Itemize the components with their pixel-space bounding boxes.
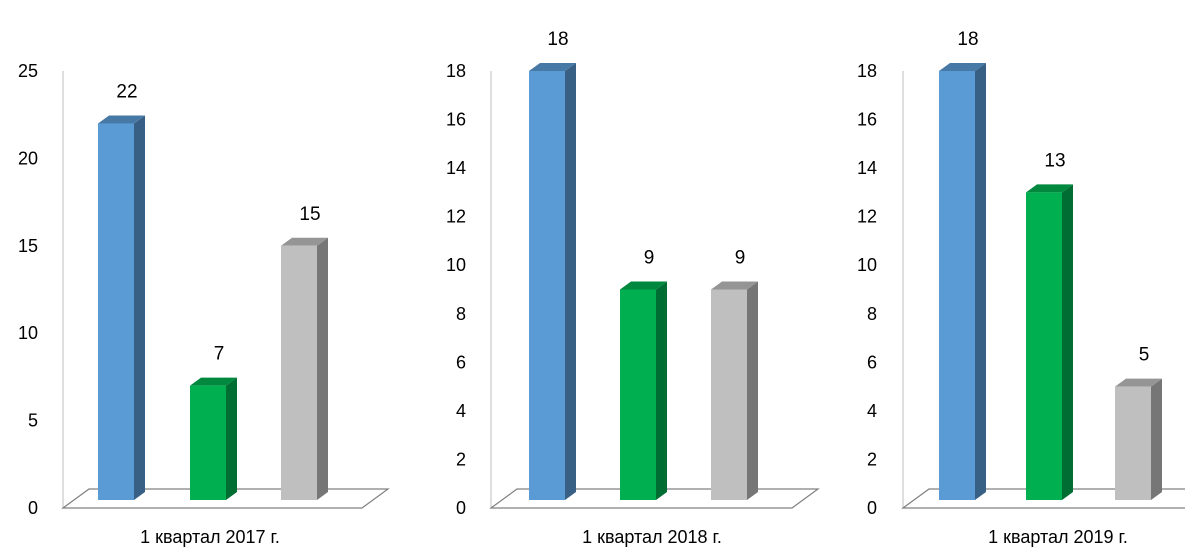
bar-side — [226, 377, 237, 500]
bar-side — [317, 237, 328, 501]
chart-panel: 0 2 4 6 8 10 12 14 16 18 18 13 5 1 квартал 2019 г. — [857, 29, 1185, 547]
chart-floor — [489, 488, 820, 509]
bar — [98, 115, 145, 500]
y-tick-label: 14 — [857, 158, 877, 178]
bar-top — [711, 281, 758, 290]
bar-front — [1026, 192, 1062, 500]
y-tick-label: 18 — [857, 61, 877, 81]
y-tick-label: 16 — [857, 110, 877, 130]
x-category-label: 1 квартал 2017 г. — [140, 527, 280, 547]
data-label: 18 — [957, 29, 978, 50]
bar-front — [711, 289, 747, 500]
y-tick-label: 2 — [456, 449, 466, 469]
data-label: 22 — [116, 81, 137, 102]
y-tick-label: 6 — [867, 352, 877, 372]
y-tick-label: 0 — [456, 498, 466, 518]
y-tick-label: 0 — [867, 498, 877, 518]
bar-side — [565, 63, 576, 500]
chart-floor — [901, 488, 1185, 509]
y-tick-label: 25 — [18, 61, 38, 81]
bar-front — [1115, 386, 1151, 500]
bar-side — [134, 115, 145, 500]
data-label: 9 — [644, 248, 655, 269]
bar — [190, 377, 237, 500]
bar-side — [656, 281, 667, 500]
data-label: 13 — [1044, 150, 1065, 171]
data-label: 5 — [1139, 345, 1150, 366]
bar-top — [1115, 378, 1162, 387]
bar-top — [529, 63, 576, 71]
y-tick-label: 6 — [456, 352, 466, 372]
y-tick-label: 10 — [857, 255, 877, 275]
chart-floor — [61, 488, 390, 509]
y-tick-label: 12 — [446, 207, 466, 227]
y-tick-label: 4 — [456, 401, 466, 421]
bar — [711, 281, 758, 500]
y-tick-label: 16 — [446, 110, 466, 130]
data-label: 18 — [547, 29, 568, 50]
data-label: 15 — [299, 204, 320, 225]
data-label: 7 — [214, 344, 225, 365]
y-tick-label: 10 — [18, 323, 38, 343]
data-label: 9 — [735, 248, 746, 269]
bar-front — [620, 289, 656, 500]
y-tick-label: 10 — [446, 255, 466, 275]
bar-top — [620, 281, 667, 290]
bar — [281, 237, 328, 501]
bar-front — [281, 245, 317, 500]
bar-front — [529, 71, 565, 500]
bar — [620, 281, 667, 500]
bar — [529, 63, 576, 500]
y-tick-label: 12 — [857, 207, 877, 227]
bar-side — [975, 63, 986, 500]
bar-front — [190, 385, 226, 500]
y-tick-label: 5 — [28, 411, 38, 431]
bar-side — [1062, 184, 1073, 500]
bar-top — [939, 63, 986, 71]
y-tick-label: 18 — [446, 61, 466, 81]
bar-front — [98, 123, 134, 500]
y-tick-label: 15 — [18, 236, 38, 256]
bar-top — [98, 115, 145, 124]
bar — [1026, 184, 1073, 500]
bar-front — [939, 71, 975, 500]
bar-side — [747, 281, 758, 500]
x-category-label: 1 квартал 2018 г. — [582, 527, 722, 547]
chart-panel: 0 5 10 15 20 25 22 7 15 1 квартал 2017 г. — [18, 61, 390, 547]
bar-top — [190, 377, 237, 386]
y-tick-label: 8 — [867, 304, 877, 324]
y-tick-label: 20 — [18, 148, 38, 168]
y-tick-label: 8 — [456, 304, 466, 324]
chart-panel: 0 2 4 6 8 10 12 14 16 18 18 9 9 1 квартал 2018 г. — [446, 29, 820, 547]
y-tick-label: 4 — [867, 401, 877, 421]
bar — [939, 63, 986, 500]
bar-top — [1026, 184, 1073, 193]
y-tick-label: 14 — [446, 158, 466, 178]
bar — [1115, 378, 1162, 500]
y-tick-label: 0 — [28, 498, 38, 518]
bar-side — [1151, 378, 1162, 500]
x-category-label: 1 квартал 2019 г. — [988, 527, 1128, 547]
y-tick-label: 2 — [867, 449, 877, 469]
bar-top — [281, 237, 328, 246]
